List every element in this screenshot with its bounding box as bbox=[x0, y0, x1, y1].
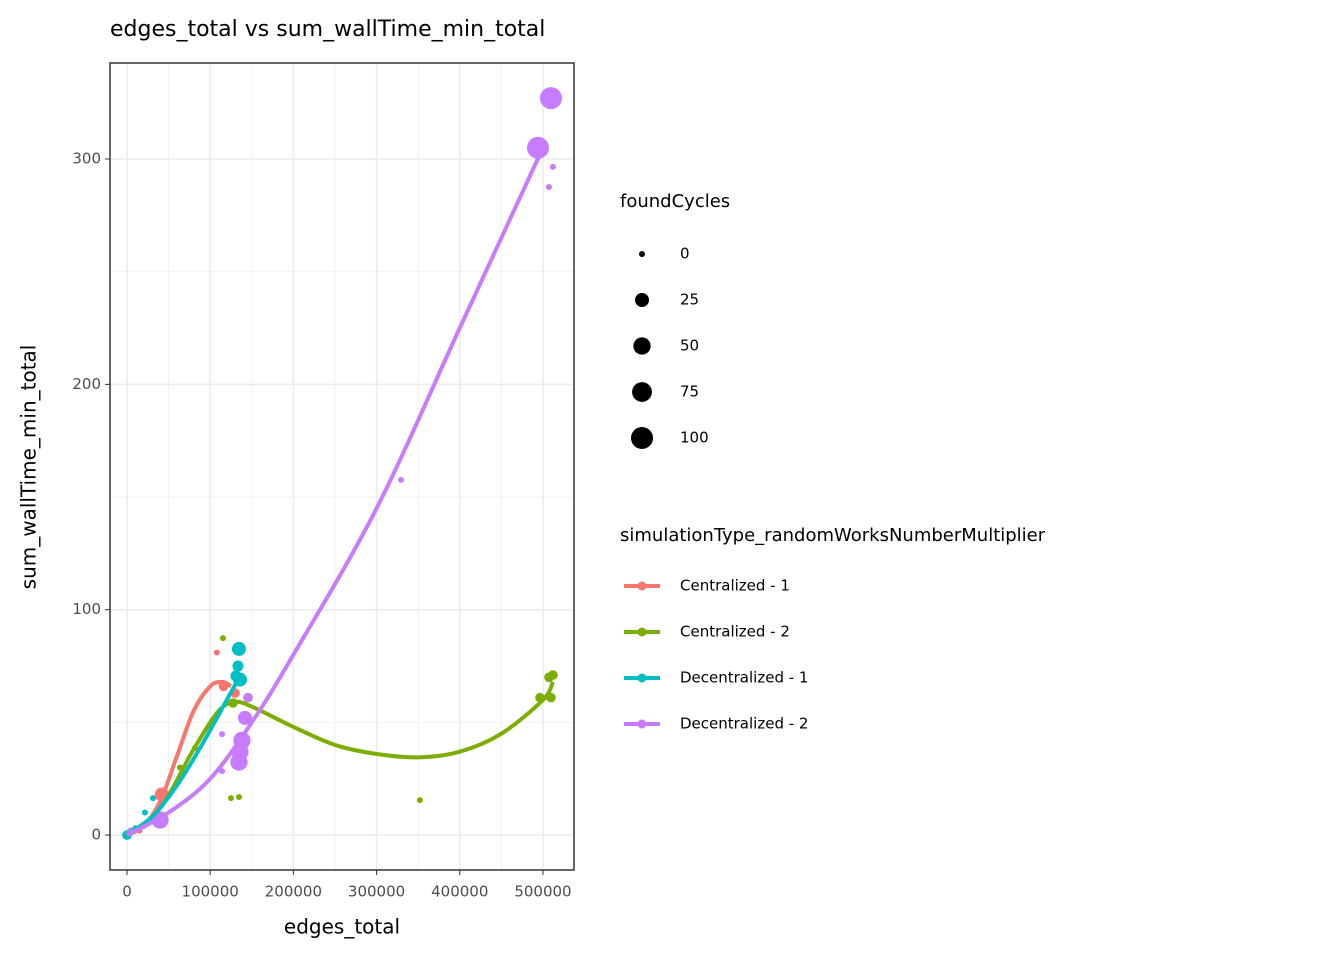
point bbox=[243, 692, 253, 703]
legend-label: Centralized - 2 bbox=[680, 623, 790, 641]
legend-label: Centralized - 1 bbox=[680, 577, 790, 595]
smooth-line bbox=[126, 146, 545, 837]
x-tick-label: 200000 bbox=[265, 883, 322, 901]
x-tick-label: 0 bbox=[122, 883, 132, 901]
x-tick-label: 100000 bbox=[182, 883, 239, 901]
point bbox=[149, 795, 156, 802]
point bbox=[549, 163, 556, 170]
x-axis-title: edges_total bbox=[284, 915, 400, 939]
panel-border bbox=[109, 62, 575, 871]
point bbox=[227, 795, 234, 802]
plot-area bbox=[122, 87, 562, 840]
legend-label: Decentralized - 1 bbox=[680, 669, 808, 687]
x-tick-label: 300000 bbox=[348, 883, 405, 901]
size-legend-label: 75 bbox=[680, 383, 699, 401]
x-tick-label: 500000 bbox=[514, 883, 571, 901]
point bbox=[232, 660, 244, 672]
point bbox=[237, 710, 252, 725]
legend-dot bbox=[637, 581, 647, 591]
point bbox=[231, 641, 246, 656]
y-tick-label: 300 bbox=[72, 150, 101, 168]
smooth-line bbox=[125, 680, 555, 837]
point bbox=[219, 635, 226, 642]
y-tick-label: 0 bbox=[91, 826, 101, 844]
size-legend-label: 25 bbox=[680, 291, 699, 309]
size-legend-key bbox=[633, 337, 651, 355]
point bbox=[218, 731, 225, 738]
point bbox=[539, 87, 562, 110]
point bbox=[548, 670, 558, 680]
legend-label: Decentralized - 2 bbox=[680, 715, 808, 733]
legend-dot bbox=[637, 719, 647, 729]
point bbox=[526, 136, 549, 159]
legend-dot bbox=[637, 627, 647, 637]
point bbox=[545, 183, 552, 190]
smooth-line bbox=[125, 676, 242, 837]
y-tick-label: 100 bbox=[72, 600, 101, 618]
y-tick-label: 200 bbox=[72, 375, 101, 393]
point bbox=[416, 797, 423, 804]
size-legend-label: 0 bbox=[680, 245, 690, 263]
y-axis-title: sum_wallTime_min_total bbox=[17, 345, 41, 590]
chart-title: edges_total vs sum_wallTime_min_total bbox=[110, 17, 545, 42]
point bbox=[230, 753, 248, 771]
size-legend-label: 50 bbox=[680, 337, 699, 355]
size-legend-title: foundCycles bbox=[620, 191, 730, 212]
point bbox=[141, 809, 148, 816]
legend-dot bbox=[637, 673, 647, 683]
size-legend-key bbox=[632, 382, 652, 402]
size-legend-label: 100 bbox=[680, 429, 709, 447]
point bbox=[213, 649, 220, 656]
size-legend-key bbox=[635, 293, 649, 307]
point bbox=[397, 476, 404, 483]
point bbox=[235, 793, 242, 800]
color-legend-title: simulationType_randomWorksNumberMultipli… bbox=[620, 525, 1046, 546]
size-legend-key bbox=[639, 251, 645, 257]
x-tick-label: 400000 bbox=[431, 883, 488, 901]
size-legend-key bbox=[631, 427, 653, 449]
